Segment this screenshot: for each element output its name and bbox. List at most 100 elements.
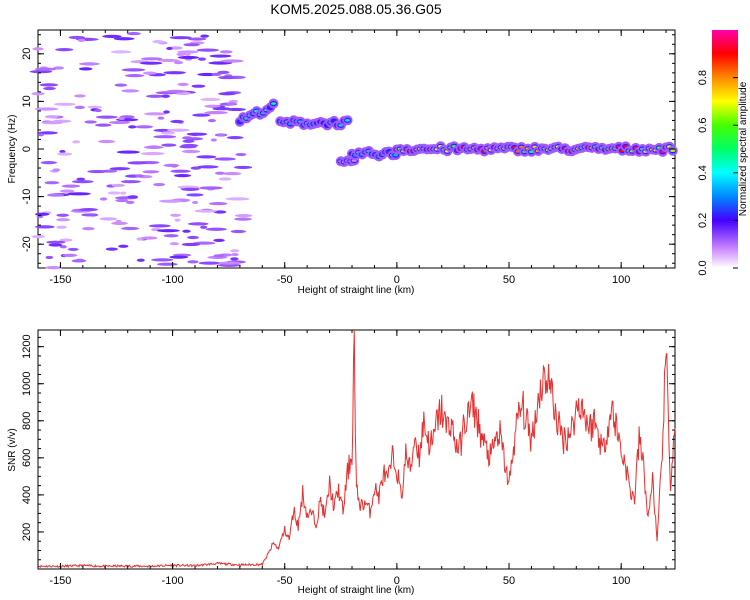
spectrogram-noise-blob (75, 258, 85, 262)
spectrogram-noise-blob (35, 225, 55, 229)
snr-y-ticks: 200 400 600 800 1000 1200 (21, 334, 675, 570)
colorbar-tick-label: 0.0 (697, 260, 709, 275)
spectrogram-noise-blob (170, 119, 184, 124)
spectrogram-noise-blob (59, 189, 75, 193)
spectrogram-noise-blob (72, 140, 81, 144)
spectrogram-noise-blob (166, 128, 190, 132)
spectrogram-x-ticks: -150 -100 -50 0 50 100 (37, 30, 667, 286)
spectrogram-noise-blob (204, 104, 221, 108)
spectrogram-noise-blob (110, 50, 132, 54)
spectrogram-noise-blob (235, 152, 247, 157)
spectrogram-noise-blob (87, 169, 108, 174)
spectrogram-noise-blob (45, 255, 54, 260)
spectrogram-noise-blob (127, 195, 139, 199)
spectrogram-noise-blob (173, 61, 184, 65)
spectrogram-noise-blob (219, 50, 233, 54)
spectrogram-noise-blob (125, 200, 135, 204)
spectrogram-noise-blob (29, 70, 53, 74)
snr-y-tick-label: 600 (21, 449, 33, 467)
spectrogram-noise-blob (205, 227, 227, 231)
spectrogram-noise-blob (95, 123, 112, 127)
spectrogram-noise-blob (177, 50, 199, 54)
spectrogram-noise-blob (225, 197, 250, 201)
spectrogram-noise-blob (174, 218, 181, 222)
spectrogram-noise-blob (77, 38, 86, 42)
spectrogram-x-tick-label: 50 (503, 274, 515, 286)
spectrogram-noise-blob (196, 155, 217, 159)
spectrogram-noise-blob (161, 94, 171, 98)
spectrogram-noise-blob (39, 83, 59, 87)
snr-x-tick-label: -150 (49, 575, 71, 587)
spectrogram-noise-blob (213, 254, 225, 258)
spectrogram-noise-blob (59, 245, 67, 249)
spectrogram-noise-blob (53, 102, 77, 106)
spectrogram-noise-blob (56, 225, 67, 229)
spectrogram-noise-blob (44, 115, 59, 119)
spectrogram-noise-blob (181, 187, 200, 191)
spectrogram-noise-blob (61, 184, 81, 188)
spectrogram-noise-blob (43, 86, 56, 91)
spectrogram-noise-blob (163, 110, 170, 114)
spectrogram-x-tick-label: -150 (49, 274, 71, 286)
spectrogram-noise-blob (181, 149, 201, 154)
spectrogram-noise-blob (194, 209, 217, 213)
spectrogram-noise-blob (217, 263, 241, 267)
spectrogram-noise-blob (136, 258, 145, 262)
snr-series-line (37, 329, 676, 569)
spectrogram-noise-blob (128, 125, 137, 129)
spectrogram-band-core (670, 149, 676, 153)
spectrogram-noise-blob (191, 84, 206, 88)
spectrogram-noise-blob (56, 213, 69, 217)
spectrogram-noise-blob (170, 213, 181, 217)
snr-x-ticks: -150 -100 -50 0 50 100 (37, 330, 667, 587)
snr-y-tick-label: 200 (21, 523, 33, 541)
spectrogram-noise-blob (40, 160, 57, 165)
spectrogram-noise-blob (214, 157, 236, 161)
spectrogram-noise-blob (218, 177, 232, 181)
spectrogram-noise-blob (76, 177, 85, 181)
spectrogram-noise-blob (226, 107, 246, 112)
spectrogram-noise-blob (120, 191, 127, 195)
spectrogram-noise-blob (34, 67, 57, 71)
snr-panel: -150 -100 -50 0 50 100 200 400 600 800 1000 1200 H… (7, 329, 676, 596)
spectrogram-noise-blob (169, 255, 189, 259)
spectrogram-noise-blob (55, 48, 74, 52)
spectrogram-noise-blob (197, 165, 219, 169)
spectrogram-noise-blob (84, 120, 97, 124)
spectrogram-noise-blob (197, 72, 218, 77)
spectrogram-x-tick-label: 100 (612, 274, 630, 286)
colorbar-ticks: 0.0 0.2 0.4 0.6 0.8 (697, 70, 738, 276)
spectrogram-noise-blob (99, 197, 108, 201)
spectrogram-noise-blob (35, 212, 50, 216)
spectrogram-noise-blob (105, 247, 118, 251)
colorbar-gradient (712, 30, 738, 268)
spectrogram-noise-blob (121, 226, 140, 231)
colorbar-tick-label: 0.6 (697, 118, 709, 133)
spectrogram-noise-blob (169, 242, 179, 246)
spectrogram-noise-blob (98, 139, 116, 144)
spectrogram-noise-blob (166, 46, 173, 51)
spectrogram-noise-blob (37, 133, 45, 137)
snr-frame (37, 329, 676, 570)
spectrogram-noise-blob (139, 61, 163, 65)
spectrogram-noise-blob (113, 37, 135, 41)
spectrogram-noise-blob (34, 107, 59, 111)
spectrogram-noise-blob (59, 238, 73, 242)
spectrogram-noise-blob (87, 105, 102, 109)
spectrogram-noise-blob (140, 152, 165, 156)
spectrogram-noise-blob (211, 72, 222, 77)
spectrogram-noise-blob (78, 67, 93, 71)
spectrogram-noise-blob (214, 171, 226, 175)
spectrogram-noise-blob (107, 191, 121, 195)
snr-x-axis-label: Height of straight line (km) (298, 585, 415, 596)
snr-marks (37, 329, 676, 569)
colorbar-tick-label: 0.2 (697, 213, 709, 228)
spectrogram-noise-blob (99, 217, 118, 221)
snr-y-tick-label: 800 (21, 412, 33, 430)
spectrogram-noise-blob (159, 199, 183, 203)
spectrogram-noise-blob (126, 31, 141, 36)
spectrogram-y-tick-label: -20 (21, 236, 33, 252)
spectrogram-noise-blob (196, 48, 219, 52)
